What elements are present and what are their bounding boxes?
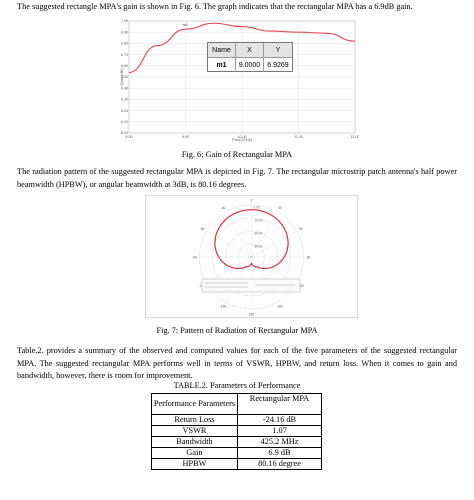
y-tick-label: 6.40 bbox=[121, 86, 128, 90]
table-cell: 6.9 dB bbox=[237, 447, 322, 459]
gain-series-line bbox=[128, 22, 356, 74]
gain-x-axis-label: Freq [GHz] bbox=[232, 137, 252, 142]
table-header-mpa: Rectangular MPA bbox=[237, 393, 322, 415]
y-tick-label: 7.00 bbox=[121, 19, 128, 23]
table-cell: Gain bbox=[151, 447, 238, 459]
table-cell: Return Loss bbox=[151, 414, 238, 426]
performance-table: Performance Parameters Rectangular MPA R… bbox=[151, 393, 322, 470]
angle-label: 180 bbox=[249, 312, 255, 316]
fig6-caption: Fig. 6: Gain of Rectangular MPA bbox=[181, 150, 293, 159]
polar-spoke bbox=[225, 256, 252, 303]
table-row: Return Loss -24.16 dB bbox=[151, 414, 322, 426]
table-cell: -24.16 dB bbox=[237, 414, 322, 426]
angle-label: 30 bbox=[278, 206, 282, 210]
x-tick-label: 9.00 bbox=[182, 135, 189, 139]
y-tick-label: 6.60 bbox=[121, 64, 128, 68]
paragraph-gain: The suggested rectangle MPA's gain is sh… bbox=[17, 2, 413, 11]
table-row: Bandwidth 425.2 MHz bbox=[151, 436, 322, 448]
y-tick-label: 6.90 bbox=[121, 30, 128, 34]
table-cell: Bandwidth bbox=[151, 436, 238, 448]
polar-spoke bbox=[251, 256, 297, 284]
x-tick-label: 12.00 bbox=[351, 135, 360, 139]
polar-spoke bbox=[225, 211, 252, 258]
marker-name: m1 bbox=[208, 58, 236, 72]
polar-spoke bbox=[251, 256, 278, 303]
gain-chart: 7.00 6.90 6.80 6.70 6.60 6.50 6.40 6.30 6.20 6.10… bbox=[117, 17, 360, 145]
marker-x: 9.0000 bbox=[236, 58, 264, 72]
radial-tick-label: 0.00 bbox=[254, 206, 260, 210]
angle-label: 90 bbox=[307, 255, 311, 259]
y-tick-label: 6.80 bbox=[121, 42, 128, 46]
polar-spoke bbox=[251, 211, 278, 258]
x-tick-label: 11.00 bbox=[294, 135, 303, 139]
marker-header-x: X bbox=[236, 43, 264, 57]
table-row: VSWR 1.07 bbox=[151, 425, 322, 437]
angle-label: -30 bbox=[221, 206, 226, 210]
table-cell: VSWR bbox=[151, 425, 238, 437]
fig7-caption: Fig. 7: Pattern of Radiation of Rectangu… bbox=[156, 326, 318, 335]
angle-label: 60 bbox=[299, 227, 303, 231]
radial-tick-label: -20.00 bbox=[254, 232, 263, 236]
table-cell: 80.16 degree bbox=[237, 458, 322, 470]
radial-tick-label: -10.00 bbox=[254, 219, 263, 223]
y-tick-label: 6.70 bbox=[121, 53, 128, 57]
marker-header-y: Y bbox=[275, 46, 281, 54]
gain-chart-svg: 7.00 6.90 6.80 6.70 6.60 6.50 6.40 6.30 6.20 6.10… bbox=[117, 17, 360, 145]
angle-label: -90 bbox=[192, 255, 197, 259]
angle-label: 150 bbox=[277, 305, 283, 309]
table-title: TABLE.2. Parameters of Performance bbox=[173, 381, 301, 390]
paragraph-radiation: The radiation pattern of the suggested r… bbox=[17, 167, 457, 189]
table-cell: 1.07 bbox=[237, 425, 322, 437]
marker-label: m1 bbox=[183, 22, 189, 27]
radiation-pattern-chart: 030-3060-6090-90120-120150-1501800.00-10… bbox=[144, 194, 359, 319]
polar-spoke bbox=[206, 256, 252, 284]
angle-label: -150 bbox=[220, 305, 227, 309]
table-header-row: Performance Parameters Rectangular MPA bbox=[151, 393, 322, 415]
table-header-parameter: Performance Parameters bbox=[151, 393, 238, 415]
pattern-info-box bbox=[201, 278, 301, 293]
radial-tick-label: -30.00 bbox=[254, 245, 263, 249]
y-tick-label: 6.10 bbox=[121, 120, 128, 124]
marker-table: Name X Y m1 9.0000 6.9269 bbox=[207, 42, 293, 72]
polar-ring bbox=[238, 243, 265, 271]
radiation-pattern-svg: 030-3060-6090-90120-120150-1501800.00-10… bbox=[144, 194, 359, 319]
y-tick-label: 6.00 bbox=[121, 131, 128, 135]
angle-label: 120 bbox=[298, 284, 304, 288]
polar-spoke bbox=[251, 230, 297, 258]
marker-y: 6.9269 bbox=[267, 61, 289, 69]
angle-label: 0 bbox=[251, 198, 253, 202]
radiation-pattern-curve bbox=[214, 209, 289, 270]
gain-y-axis-label: Gain (dB) bbox=[119, 68, 124, 86]
table-cell: 425.2 MHz bbox=[237, 436, 322, 448]
y-tick-label: 6.50 bbox=[121, 75, 128, 79]
marker-header-name: Name bbox=[208, 43, 236, 57]
angle-label: -60 bbox=[200, 227, 205, 231]
table-row: Gain 6.9 dB bbox=[151, 447, 322, 459]
x-tick-label: 10.00 bbox=[238, 135, 247, 139]
table-cell: HPBW bbox=[151, 458, 238, 470]
x-tick-label: 8.00 bbox=[126, 135, 133, 139]
y-tick-label: 6.20 bbox=[121, 109, 128, 113]
polar-spoke bbox=[206, 230, 252, 258]
paragraph-table-summary: Table.2. provides a summary of the obser… bbox=[17, 346, 457, 380]
table-row: HPBW 80.16 degree bbox=[151, 458, 322, 470]
y-tick-label: 6.30 bbox=[121, 98, 128, 102]
